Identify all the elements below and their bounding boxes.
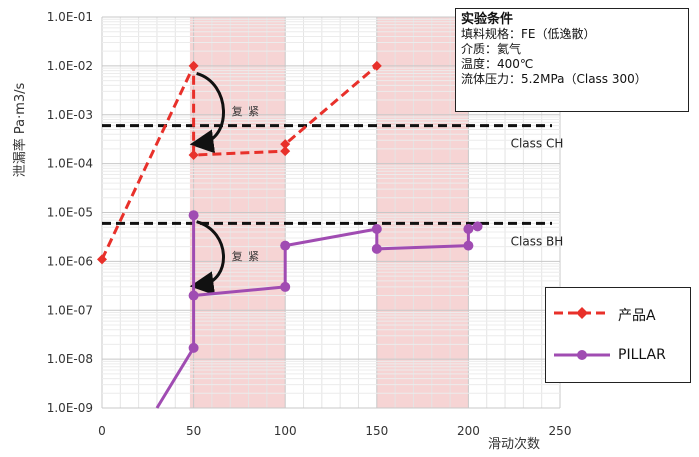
x-tick-label: 200 bbox=[457, 424, 480, 438]
legend-swatch-pillar bbox=[554, 350, 610, 360]
y-tick-label: 1.0E-04 bbox=[47, 157, 93, 171]
reference-lines: Class CH Class BH bbox=[102, 124, 564, 248]
data-point bbox=[188, 342, 199, 353]
condition-packing: 填料规格：FE（低逸散） bbox=[461, 27, 596, 41]
series-pillar bbox=[155, 210, 483, 409]
y-tick-label: 1.0E-07 bbox=[47, 303, 93, 317]
data-point bbox=[472, 221, 483, 232]
y-tick-label: 1.0E-02 bbox=[47, 59, 93, 73]
y-tick-label: 1.0E-06 bbox=[47, 254, 93, 268]
reference-line-label: Class BH bbox=[511, 234, 564, 248]
data-point bbox=[280, 240, 291, 251]
data-point bbox=[188, 60, 199, 71]
legend: 产品A PILLAR bbox=[545, 287, 691, 383]
legend-label-pillar: PILLAR bbox=[618, 347, 666, 363]
annotation-arrows: 复 紧复 紧 bbox=[189, 72, 261, 296]
series-layer bbox=[97, 60, 483, 409]
x-tick-label: 100 bbox=[274, 424, 297, 438]
data-point bbox=[280, 281, 291, 292]
conditions-title: 实验条件 bbox=[461, 12, 514, 27]
condition-pressure: 流体压力：5.2MPa（Class 300） bbox=[461, 72, 647, 86]
reference-line-label: Class CH bbox=[511, 137, 564, 151]
retighten-arrow bbox=[189, 220, 225, 296]
data-point bbox=[280, 146, 291, 157]
data-point bbox=[188, 210, 199, 221]
condition-medium: 介质：氦气 bbox=[461, 42, 522, 56]
legend-item-product-a: 产品A bbox=[552, 303, 688, 324]
legend-item-pillar: PILLAR bbox=[552, 345, 688, 365]
legend-swatch-product-a bbox=[554, 307, 610, 319]
series-product-a bbox=[97, 60, 382, 265]
data-point bbox=[463, 240, 474, 251]
y-axis-title: 泄漏率 Pa·m3/s bbox=[12, 82, 28, 177]
data-point bbox=[371, 243, 382, 254]
y-tick-label: 1.0E-05 bbox=[47, 206, 93, 220]
x-tick-label: 0 bbox=[98, 424, 106, 438]
y-tick-label: 1.0E-01 bbox=[47, 10, 93, 24]
y-tick-label: 1.0E-09 bbox=[47, 401, 93, 415]
legend-label-product-a: 产品A bbox=[618, 308, 656, 324]
retighten-arrow bbox=[189, 72, 225, 154]
data-point bbox=[97, 254, 107, 265]
retighten-annotation: 复 紧 bbox=[232, 249, 261, 263]
x-tick-label: 50 bbox=[186, 424, 201, 438]
data-point bbox=[188, 290, 199, 301]
data-point bbox=[280, 139, 291, 150]
experiment-conditions-box: 实验条件 填料规格：FE（低逸散） 介质：氦气 温度：400℃ 流体压力：5.2… bbox=[455, 8, 689, 112]
x-tick-label: 150 bbox=[365, 424, 388, 438]
x-axis-title: 滑动次数 bbox=[488, 436, 540, 452]
retighten-annotation: 复 紧 bbox=[232, 104, 261, 118]
tick-labels: 0 50 100 150 200 250 1.0E-09 1.0E-08 1.0E-07 1.0E… bbox=[47, 10, 572, 438]
series-line bbox=[100, 64, 378, 260]
y-tick-label: 1.0E-03 bbox=[47, 108, 93, 122]
data-point bbox=[188, 150, 199, 161]
x-tick-label: 250 bbox=[549, 424, 572, 438]
data-point bbox=[463, 223, 474, 234]
y-tick-label: 1.0E-08 bbox=[47, 352, 93, 366]
data-point bbox=[371, 223, 382, 234]
data-point bbox=[371, 60, 382, 71]
condition-temperature: 温度：400℃ bbox=[461, 57, 534, 71]
